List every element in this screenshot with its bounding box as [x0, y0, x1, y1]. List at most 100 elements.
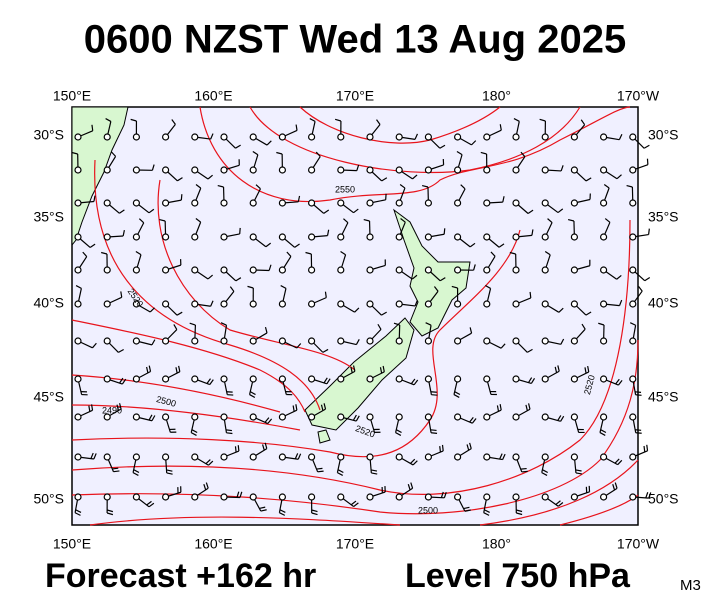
station — [337, 337, 345, 345]
station — [337, 413, 345, 421]
barb-flag — [146, 500, 152, 506]
barb-flag — [296, 343, 302, 349]
barb-flag — [311, 512, 318, 516]
station — [308, 233, 316, 241]
station — [541, 453, 549, 461]
station — [74, 375, 82, 383]
barb-flag — [265, 242, 272, 248]
station — [191, 166, 199, 174]
station — [132, 300, 140, 308]
barb-flag — [638, 285, 643, 292]
station — [483, 133, 491, 141]
barb-flag — [443, 228, 446, 235]
station — [132, 266, 140, 274]
barb-flag — [118, 348, 124, 353]
barb-flag — [480, 151, 487, 155]
barb-flag — [295, 124, 298, 131]
station — [249, 300, 257, 308]
station — [366, 199, 374, 207]
station — [599, 337, 608, 345]
station — [337, 375, 345, 383]
barb-flag — [279, 512, 286, 516]
barb-flag — [113, 470, 120, 473]
barb-flag — [75, 509, 82, 513]
station — [220, 453, 228, 461]
lat-label: 30°S — [33, 127, 64, 143]
station — [512, 266, 520, 274]
barb-flag — [616, 274, 622, 280]
station — [278, 413, 286, 421]
barb-flag — [598, 322, 605, 326]
station — [541, 375, 549, 383]
station — [512, 199, 520, 207]
barb-flag — [119, 377, 124, 384]
station — [366, 413, 374, 421]
barb-flag — [148, 365, 152, 372]
station — [599, 133, 608, 141]
station — [395, 199, 403, 207]
barb-flag — [234, 446, 237, 453]
station — [132, 133, 140, 141]
barb-flag — [135, 250, 142, 256]
barb-flag — [646, 444, 649, 451]
lon-label: 150°E — [53, 88, 91, 104]
station — [424, 133, 432, 141]
station — [278, 199, 286, 207]
station — [132, 337, 140, 345]
station — [424, 493, 432, 501]
station — [541, 413, 549, 421]
barb-flag — [311, 509, 318, 513]
station — [278, 266, 286, 274]
barb-flag — [618, 133, 623, 140]
barb-flag — [259, 506, 266, 510]
station — [395, 266, 403, 274]
barb-flag — [203, 483, 207, 491]
barb-flag — [208, 460, 214, 466]
barb-flag — [502, 453, 506, 460]
station — [278, 133, 286, 141]
barb-flag — [539, 118, 546, 122]
station — [308, 199, 316, 207]
barb-flag — [490, 251, 496, 257]
barb-flag — [644, 276, 651, 282]
barb-flag — [294, 453, 299, 460]
station — [220, 266, 228, 274]
barb-flag — [557, 208, 564, 214]
barb-flag — [370, 469, 378, 472]
station — [366, 493, 374, 501]
barb-flag — [178, 365, 181, 372]
station — [395, 375, 403, 383]
barb-flag — [355, 339, 360, 345]
station — [599, 300, 608, 308]
barb-flag — [294, 243, 300, 248]
station — [424, 266, 432, 274]
station — [629, 493, 637, 501]
barb-flag — [120, 291, 123, 298]
station — [132, 413, 140, 421]
station — [629, 337, 637, 345]
station — [132, 453, 140, 461]
barb-flag — [635, 432, 642, 434]
station — [74, 233, 82, 241]
station — [220, 300, 228, 308]
station — [278, 375, 286, 383]
station — [570, 300, 579, 308]
station — [599, 233, 608, 241]
barb-flag — [469, 242, 476, 248]
barb-flag — [151, 164, 155, 171]
station — [424, 199, 432, 207]
barb-flag — [280, 285, 287, 289]
barb-flag — [469, 442, 472, 449]
station — [570, 375, 579, 383]
barb-flag — [292, 405, 295, 412]
barb-flag — [138, 218, 145, 224]
barb-flag — [557, 415, 562, 421]
barb-flag — [581, 323, 586, 330]
barb-flag — [617, 459, 623, 466]
station — [629, 300, 637, 308]
barb-flag — [516, 509, 523, 513]
station — [483, 337, 491, 345]
barb-flag — [618, 299, 623, 306]
station — [629, 375, 637, 383]
barb-flag — [116, 404, 120, 411]
